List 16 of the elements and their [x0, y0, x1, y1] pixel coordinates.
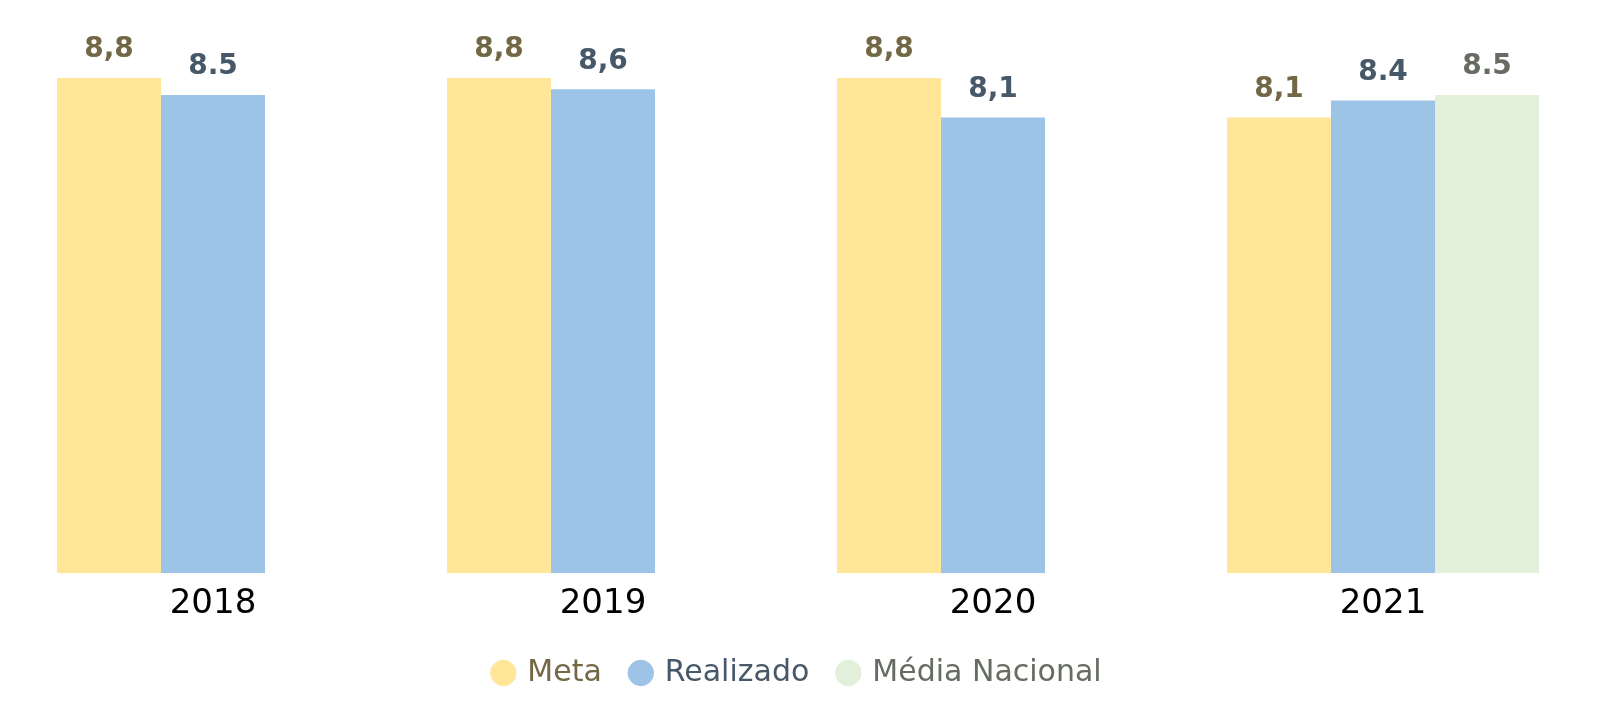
data-label: 8,1	[1254, 70, 1304, 104]
legend-label: Meta	[527, 652, 602, 688]
data-label: 8,8	[864, 31, 914, 65]
data-label: 8,8	[84, 31, 134, 65]
data-label: 8.5	[188, 48, 238, 82]
data-label: 8.5	[1462, 48, 1512, 82]
x-tick-label: 2019	[559, 581, 647, 622]
data-label: 8,1	[968, 70, 1018, 104]
data-label: 8,6	[578, 42, 628, 76]
legend-label: Média Nacional	[872, 652, 1102, 688]
x-tick-label: 2020	[949, 581, 1037, 622]
legend-label: Realizado	[664, 652, 810, 688]
x-tick-label: 2018	[169, 581, 257, 622]
data-label: 8,8	[474, 31, 524, 65]
data-label: 8.4	[1358, 53, 1408, 87]
x-tick-label: 2021	[1339, 581, 1427, 622]
